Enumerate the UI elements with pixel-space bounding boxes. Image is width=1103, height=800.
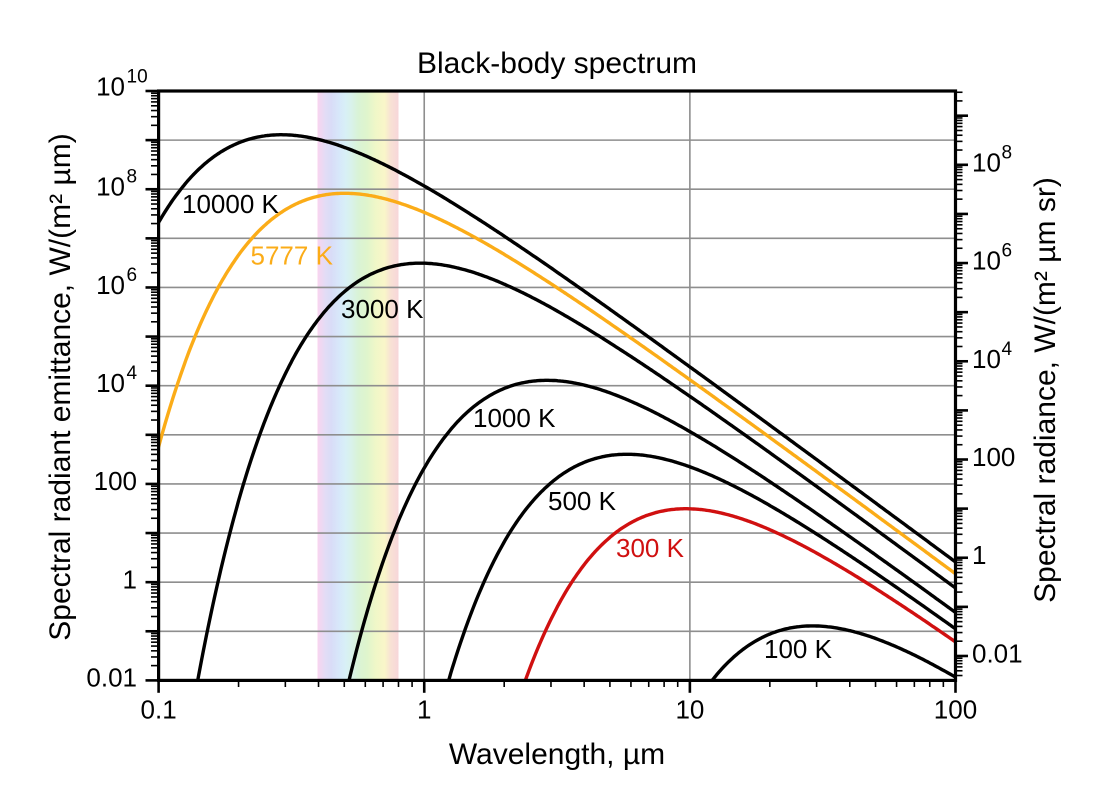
svg-text:100 K: 100 K: [764, 634, 833, 664]
svg-text:10: 10: [972, 246, 1001, 276]
svg-text:1: 1: [123, 564, 137, 594]
svg-text:100: 100: [94, 466, 137, 496]
svg-text:6: 6: [127, 265, 138, 286]
svg-text:4: 4: [1002, 339, 1013, 360]
svg-text:6: 6: [1002, 241, 1013, 262]
svg-text:8: 8: [1002, 142, 1013, 163]
svg-text:10: 10: [972, 344, 1001, 374]
svg-text:1: 1: [972, 540, 986, 570]
svg-text:10: 10: [972, 147, 1001, 177]
svg-text:1: 1: [417, 695, 431, 725]
svg-text:10: 10: [96, 368, 125, 398]
svg-text:10: 10: [127, 67, 148, 88]
svg-text:3000 K: 3000 K: [341, 294, 424, 324]
svg-text:1000 K: 1000 K: [473, 403, 556, 433]
svg-text:Black-body spectrum: Black-body spectrum: [417, 47, 697, 80]
svg-text:8: 8: [127, 167, 138, 188]
svg-text:0.1: 0.1: [141, 695, 177, 725]
svg-text:Spectral radiant emittance, W/: Spectral radiant emittance, W/(m² µm): [44, 133, 77, 640]
svg-text:10: 10: [96, 270, 125, 300]
svg-text:4: 4: [127, 363, 138, 384]
svg-text:0.01: 0.01: [972, 638, 1023, 668]
svg-text:Wavelength, µm: Wavelength, µm: [449, 738, 665, 771]
svg-text:Spectral radiance, W/(m² µm sr: Spectral radiance, W/(m² µm sr): [1029, 177, 1062, 603]
svg-text:5777 K: 5777 K: [251, 241, 334, 271]
svg-text:100: 100: [934, 695, 977, 725]
svg-text:500 K: 500 K: [548, 486, 617, 516]
svg-text:0.01: 0.01: [86, 663, 137, 693]
svg-text:300 K: 300 K: [616, 533, 685, 563]
svg-text:10000 K: 10000 K: [182, 189, 280, 219]
svg-text:10: 10: [96, 72, 125, 102]
svg-text:10: 10: [96, 172, 125, 202]
svg-text:100: 100: [972, 442, 1015, 472]
svg-text:10: 10: [675, 695, 704, 725]
